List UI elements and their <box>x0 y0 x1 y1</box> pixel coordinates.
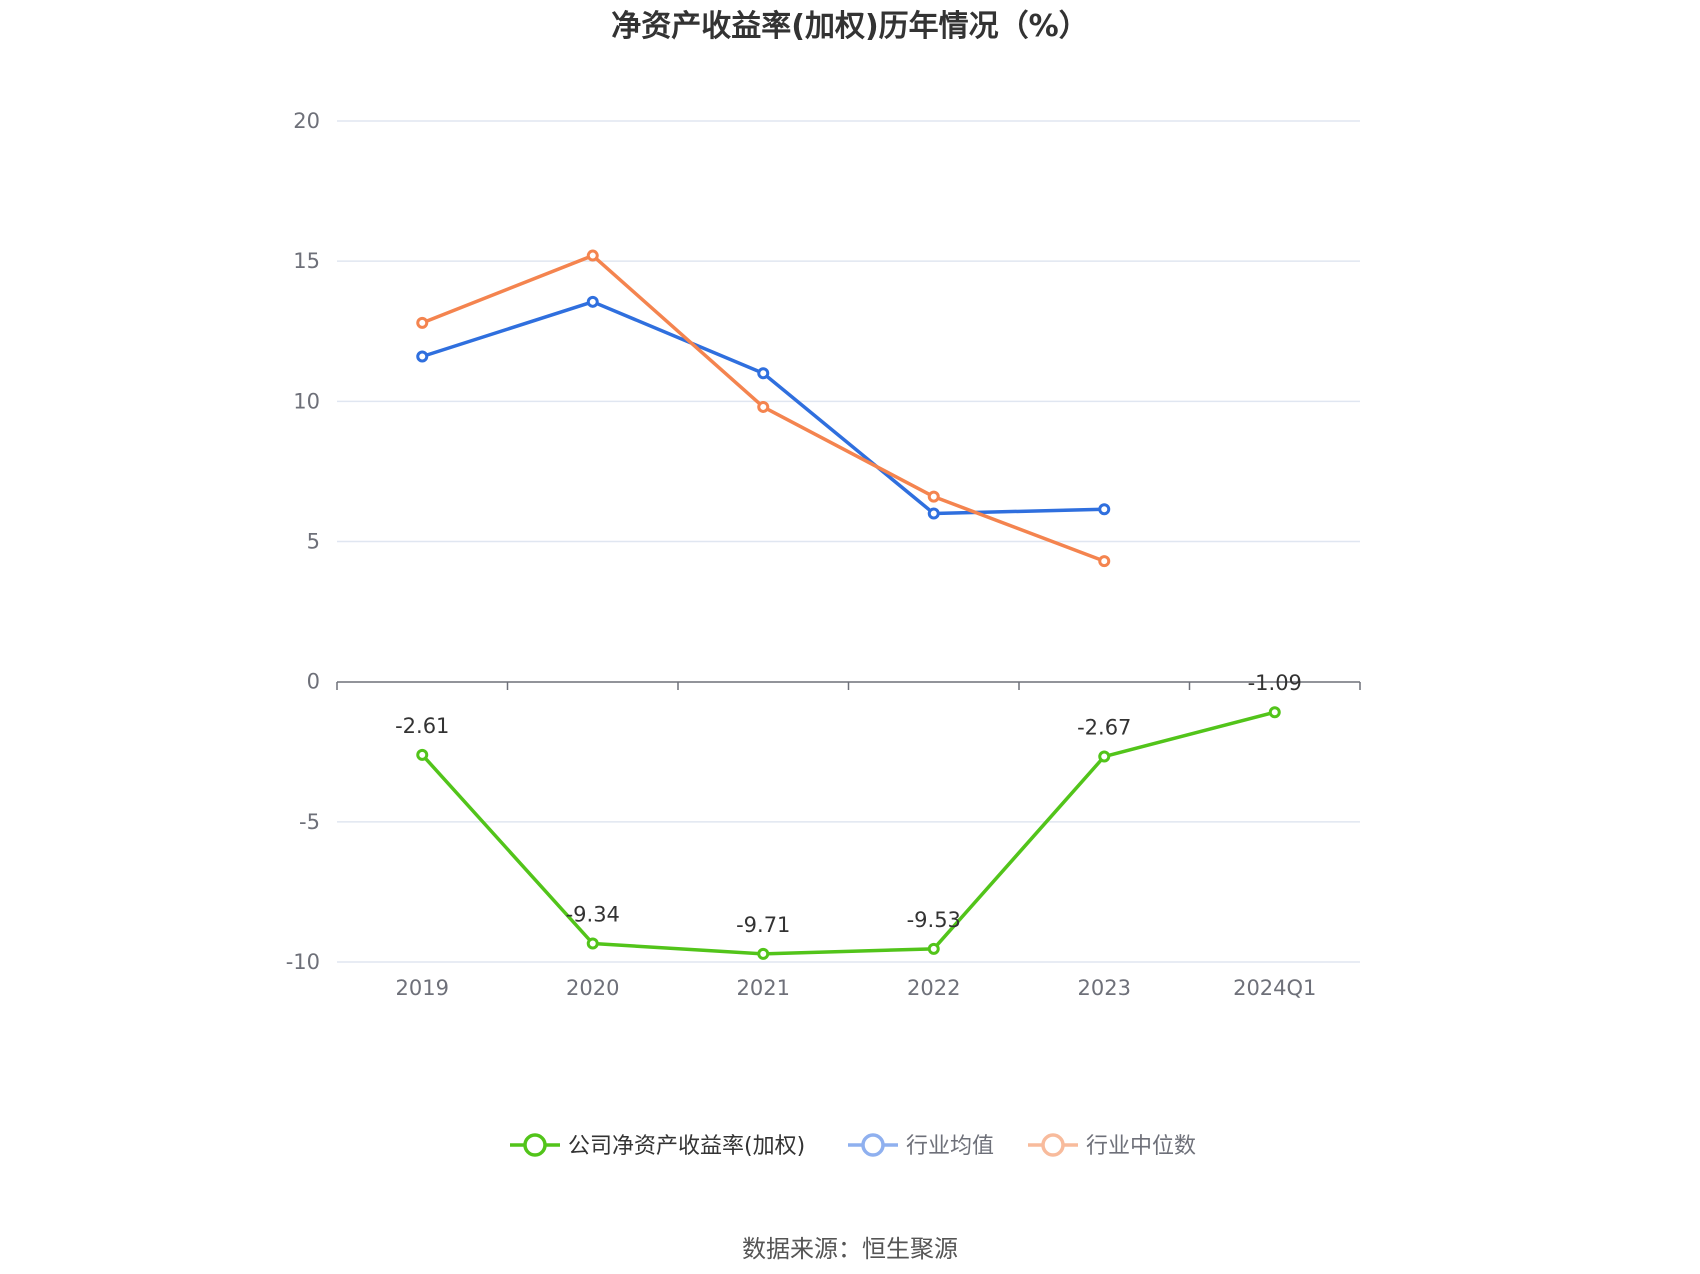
x-tick-label: 2023 <box>1078 976 1131 1000</box>
y-tick-label: 10 <box>293 389 320 413</box>
x-tick-label: 2019 <box>396 976 449 1000</box>
y-tick-label: 5 <box>307 530 320 554</box>
data-label: -9.71 <box>736 913 790 937</box>
legend-item[interactable]: 行业中位数 <box>1028 1133 1196 1159</box>
data-point[interactable] <box>1268 706 1281 719</box>
data-point[interactable] <box>416 748 429 761</box>
legend-marker <box>1041 1133 1065 1157</box>
data-point[interactable] <box>586 249 599 262</box>
data-point[interactable] <box>1098 503 1111 516</box>
y-tick-label: -10 <box>286 950 320 974</box>
legend-item[interactable]: 行业均值 <box>848 1133 994 1159</box>
legend[interactable]: 公司净资产收益率(加权) 行业均值 行业中位数 <box>510 1133 1196 1159</box>
legend-marker <box>523 1133 547 1157</box>
data-point[interactable] <box>927 507 940 520</box>
y-tick-label: 15 <box>293 249 320 273</box>
data-label: -2.61 <box>395 714 449 738</box>
data-point[interactable] <box>757 400 770 413</box>
data-point[interactable] <box>1098 555 1111 568</box>
legend-marker <box>861 1133 885 1157</box>
legend-item[interactable]: 公司净资产收益率(加权) <box>510 1133 805 1159</box>
data-label: -2.67 <box>1077 716 1131 740</box>
data-point[interactable] <box>757 367 770 380</box>
source-note: 数据来源：恒生聚源 <box>742 1235 958 1263</box>
legend-label: 行业中位数 <box>1086 1134 1196 1159</box>
legend-label: 行业均值 <box>906 1134 994 1159</box>
y-tick-label: 20 <box>293 109 320 133</box>
data-point[interactable] <box>586 295 599 308</box>
y-tick-label: -5 <box>299 810 320 834</box>
data-labels: -2.61 -9.34 -9.71 -9.53 -2.67 -1.09 <box>395 671 1302 937</box>
x-tick-label: 2024Q1 <box>1233 976 1316 1000</box>
data-point[interactable] <box>416 316 429 329</box>
data-point[interactable] <box>586 937 599 950</box>
grid-lines <box>337 120 1360 963</box>
data-point[interactable] <box>757 947 770 960</box>
y-axis: 20 15 10 5 0 -5 -10 <box>286 109 320 974</box>
legend-label: 公司净资产收益率(加权) <box>568 1134 805 1159</box>
data-label: -9.53 <box>907 908 961 932</box>
x-tick-label: 2022 <box>907 976 960 1000</box>
series-line <box>420 710 1276 956</box>
y-tick-label: 0 <box>307 670 320 694</box>
x-tick-label: 2020 <box>566 976 619 1000</box>
data-point[interactable] <box>416 350 429 363</box>
data-point[interactable] <box>927 942 940 955</box>
data-point[interactable] <box>927 490 940 503</box>
data-point[interactable] <box>1098 750 1111 763</box>
series-layer <box>416 249 1281 960</box>
data-label: -9.34 <box>566 902 620 926</box>
chart-title: 净资产收益率(加权)历年情况（%） <box>611 9 1088 44</box>
x-axis: 2019 2020 2021 2022 2023 2024Q1 <box>336 681 1361 1000</box>
data-label: -1.09 <box>1248 671 1302 695</box>
x-tick-label: 2021 <box>737 976 790 1000</box>
